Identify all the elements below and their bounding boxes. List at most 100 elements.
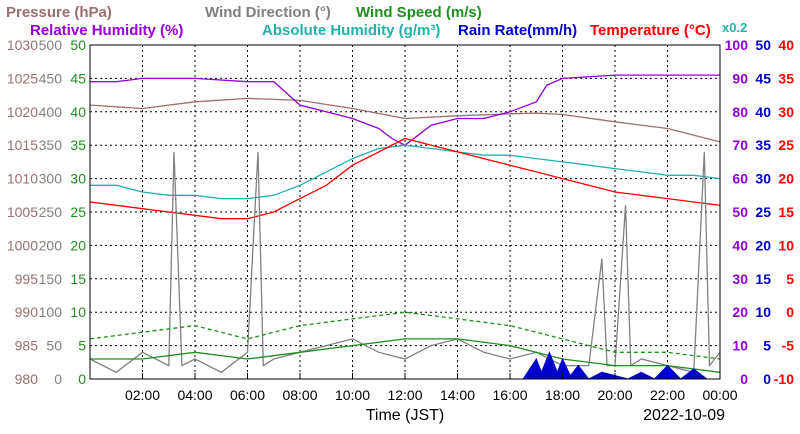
x-tick-label: 04:00 bbox=[177, 387, 212, 403]
y-tick-label: 0 bbox=[763, 371, 771, 387]
y-tick-label: 30 bbox=[732, 271, 748, 287]
y-tick-label: 400 bbox=[39, 104, 63, 120]
y-tick-label: 25 bbox=[778, 137, 794, 153]
y-tick-label: 995 bbox=[15, 271, 39, 287]
y-tick-label: 20 bbox=[755, 237, 771, 253]
y-tick-label: 100 bbox=[39, 304, 63, 320]
y-tick-label: 50 bbox=[70, 37, 86, 53]
y-tick-label: 300 bbox=[39, 171, 63, 187]
x-tick-label: 00:00 bbox=[702, 387, 737, 403]
y-tick-label: 0 bbox=[54, 371, 62, 387]
x-tick-label: 06:00 bbox=[230, 387, 265, 403]
y-tick-label: 50 bbox=[755, 37, 771, 53]
series-pressure-hpa bbox=[89, 97, 721, 143]
y-tick-label: 20 bbox=[732, 304, 748, 320]
series-temperature-c bbox=[89, 137, 721, 220]
y-tick-label: 40 bbox=[778, 37, 794, 53]
legend-entry: Relative Humidity (%) bbox=[30, 22, 183, 39]
y-tick-label: 40 bbox=[732, 237, 748, 253]
x-tick-label: 02:00 bbox=[125, 387, 160, 403]
y-tick-label: -10 bbox=[774, 371, 794, 387]
series-wind-speed-gust-m-s bbox=[89, 311, 721, 360]
y-tick-label: 35 bbox=[755, 137, 771, 153]
y-tick-label: 1030 bbox=[7, 37, 38, 53]
y-tick-label: 1020 bbox=[7, 104, 38, 120]
y-tick-label: 10 bbox=[732, 338, 748, 354]
y-tick-label: 150 bbox=[39, 271, 63, 287]
y-tick-label: 25 bbox=[755, 204, 771, 220]
series-wind-speed-m-s bbox=[90, 338, 721, 373]
x-tick-label: 12:00 bbox=[387, 387, 422, 403]
y-tick-label: 40 bbox=[70, 104, 86, 120]
y-tick-label: 60 bbox=[732, 171, 748, 187]
legend-entry: Wind Speed (m/s) bbox=[356, 4, 482, 21]
y-tick-label: 15 bbox=[70, 271, 86, 287]
x-tick-label: 08:00 bbox=[282, 387, 317, 403]
y-tick-label: 1025 bbox=[7, 70, 38, 86]
y-tick-label: 5 bbox=[78, 338, 86, 354]
y-tick-label: 1005 bbox=[7, 204, 38, 220]
y-tick-label: 80 bbox=[732, 104, 748, 120]
legend: Pressure (hPa) Wind Direction (°) Wind Spe… bbox=[6, 4, 747, 39]
y-tick-label: 10 bbox=[778, 237, 794, 253]
legend-entry: Temperature (°C) bbox=[590, 22, 711, 39]
x-tick-label: 20:00 bbox=[597, 387, 632, 403]
y-tick-label: 90 bbox=[732, 70, 748, 86]
x-axis-label: Time (JST) bbox=[366, 407, 445, 424]
y-tick-label: 100 bbox=[725, 37, 749, 53]
legend-entry: Absolute Humidity (g/m³) bbox=[262, 22, 440, 39]
y-tick-label: 980 bbox=[15, 371, 39, 387]
left-axes: 1030102510201015101010051000995990985980… bbox=[7, 37, 86, 387]
y-tick-label: 1000 bbox=[7, 237, 38, 253]
y-tick-label: 15 bbox=[778, 204, 794, 220]
x-tick-label: 14:00 bbox=[440, 387, 475, 403]
y-tick-label: 450 bbox=[39, 70, 63, 86]
x-tick-label: 18:00 bbox=[545, 387, 580, 403]
y-tick-label: 15 bbox=[755, 271, 771, 287]
y-tick-label: 1010 bbox=[7, 171, 38, 187]
series-absolute-humidity-g-m bbox=[90, 144, 721, 200]
y-tick-label: 0 bbox=[740, 371, 748, 387]
x-tick-label: 10:00 bbox=[335, 387, 370, 403]
legend-entry: Wind Direction (°) bbox=[205, 4, 331, 21]
date-label: 2022-10-09 bbox=[643, 407, 725, 424]
y-tick-label: 25 bbox=[70, 204, 86, 220]
y-tick-label: 200 bbox=[39, 237, 63, 253]
y-tick-label: 0 bbox=[786, 304, 794, 320]
y-tick-label: 250 bbox=[39, 204, 63, 220]
y-tick-label: 30 bbox=[70, 171, 86, 187]
y-tick-label: 50 bbox=[46, 338, 62, 354]
abs-humidity-scale: x0.2 bbox=[722, 20, 747, 35]
x-tick-label: 16:00 bbox=[492, 387, 527, 403]
y-tick-label: 30 bbox=[755, 171, 771, 187]
y-tick-label: 10 bbox=[70, 304, 86, 320]
x-axis: 02:00 04:00 06:00 08:00 10:00 12:00 14:00 16:00… bbox=[125, 373, 738, 403]
y-tick-label: 30 bbox=[778, 104, 794, 120]
y-tick-label: 45 bbox=[70, 70, 86, 86]
y-tick-label: 45 bbox=[755, 70, 771, 86]
y-tick-label: 500 bbox=[39, 37, 63, 53]
y-tick-label: 10 bbox=[755, 304, 771, 320]
right-axes: 1009080706050403020100504540353025201510… bbox=[725, 37, 795, 387]
y-tick-label: 985 bbox=[15, 338, 39, 354]
y-tick-label: 5 bbox=[763, 338, 771, 354]
y-tick-label: 70 bbox=[732, 137, 748, 153]
legend-entry: Rain Rate(mm/h) bbox=[458, 22, 577, 39]
x-tick-label: 22:00 bbox=[650, 387, 685, 403]
y-tick-label: 5 bbox=[786, 271, 794, 287]
y-tick-label: 35 bbox=[778, 70, 794, 86]
y-tick-label: 50 bbox=[732, 204, 748, 220]
y-tick-label: 350 bbox=[39, 137, 63, 153]
y-tick-label: 20 bbox=[778, 171, 794, 187]
y-tick-label: 35 bbox=[70, 137, 86, 153]
y-tick-label: 990 bbox=[15, 304, 39, 320]
y-tick-label: 40 bbox=[755, 104, 771, 120]
y-tick-label: 1015 bbox=[7, 137, 38, 153]
legend-entry: Pressure (hPa) bbox=[6, 4, 112, 21]
series-wind-direction bbox=[89, 151, 721, 374]
series-layer bbox=[89, 74, 721, 380]
y-tick-label: -5 bbox=[782, 338, 795, 354]
y-tick-label: 0 bbox=[78, 371, 86, 387]
series-rain-rate-mm-h bbox=[522, 350, 720, 380]
